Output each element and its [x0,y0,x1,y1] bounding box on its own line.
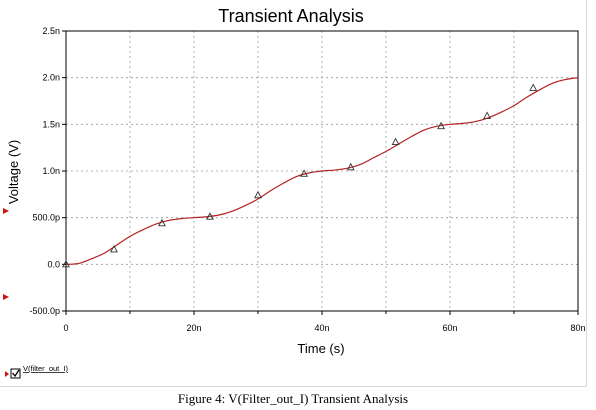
x-tick-label: 80n [570,323,585,333]
data-point-marker [529,83,538,91]
data-point-marker [483,111,492,119]
x-axis-ticks: 0 20n 40n 60n 80n [63,311,586,333]
data-point-marker [158,218,166,227]
series-markers [62,83,538,268]
data-point-marker [62,259,70,268]
y-tick-label: 1.5n [42,119,60,129]
x-axis-label: Time (s) [297,341,344,356]
x-tick-label: 60n [442,323,457,333]
data-point-marker [391,137,400,146]
x-tick-label: 40n [314,323,329,333]
y-tick-label: 0.0 [47,259,60,269]
y-axis-ticks: -500.0p 0.0 500.0p 1.0n 1.5n 2.0n 2.5n [29,26,66,316]
x-tick-label: 0 [63,323,68,333]
data-point-marker [300,169,309,177]
y-axis-marker-icon [3,294,9,300]
y-axis-label: Voltage (V) [6,140,21,204]
y-tick-label: 2.0n [42,73,60,83]
y-tick-label: 1.0n [42,166,60,176]
legend-pointer-icon [5,371,9,377]
legend[interactable]: V(filter_out_I) [5,364,69,379]
data-point-marker [110,244,118,253]
x-tick-label: 20n [186,323,201,333]
y-tick-label: -500.0p [29,306,60,316]
chart-frame: Transient Analysis 0 20n 40n 60n 80n -500.0p… [0,0,587,387]
y-tick-label: 500.0p [32,213,60,223]
data-point-marker [437,121,445,130]
y-axis-marker-icon [3,208,9,214]
data-point-marker [206,212,214,220]
series-line [65,77,579,265]
legend-label: V(filter_out_I) [23,364,69,373]
figure-caption: Figure 4: V(Filter_out_I) Transient Anal… [177,391,409,406]
data-point-marker [254,190,262,199]
transient-chart: Transient Analysis 0 20n 40n 60n 80n -500.0p… [3,6,586,379]
y-tick-label: 2.5n [42,26,60,36]
chart-title: Transient Analysis [218,6,363,26]
legend-checkbox[interactable] [10,368,21,379]
check-icon [12,369,20,378]
data-point-marker [346,162,355,171]
